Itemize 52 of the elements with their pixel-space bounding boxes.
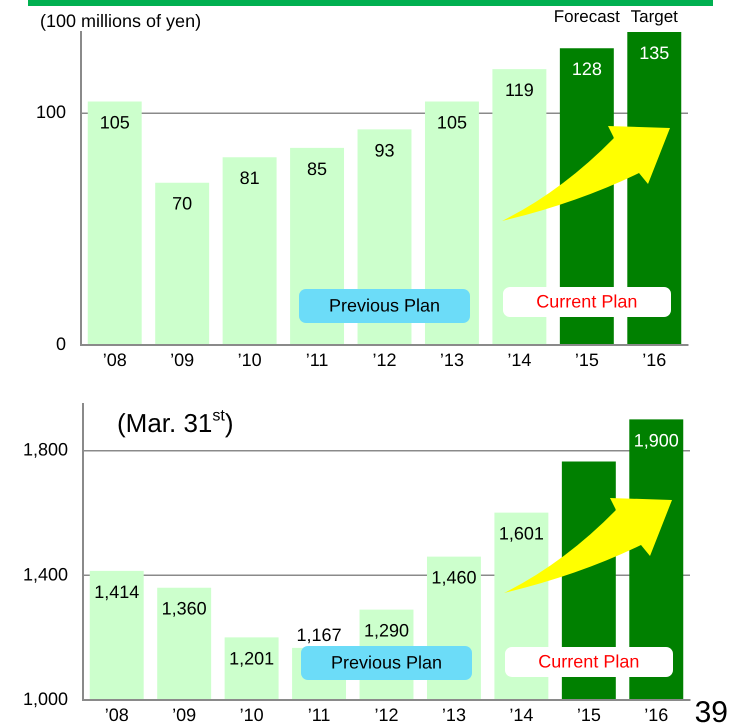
data-label: 1,601 bbox=[498, 524, 544, 544]
x-tick-label: ’12 bbox=[372, 350, 397, 370]
y-tick-label: 0 bbox=[56, 334, 66, 354]
text: Forecast bbox=[554, 7, 620, 27]
x-tick-label: ’15 bbox=[574, 350, 599, 370]
x-tick-label: ’14 bbox=[507, 350, 532, 370]
bar bbox=[222, 157, 277, 344]
annotation: Current Plan bbox=[538, 652, 640, 672]
y-tick-label: 100 bbox=[36, 102, 66, 122]
x-tick-label: ’10 bbox=[240, 704, 264, 725]
data-label: 105 bbox=[100, 112, 130, 133]
x-tick-label: ’15 bbox=[576, 704, 601, 725]
data-label: 1,360 bbox=[162, 598, 207, 619]
y-axis-title: (100 millions of yen) bbox=[40, 11, 202, 32]
chart-title: (Mar. 31$^{st}$) bbox=[117, 406, 234, 439]
x-tick-label: ’10 bbox=[238, 350, 262, 370]
data-label: 81 bbox=[240, 168, 260, 188]
annotation: Previous Plan bbox=[328, 296, 440, 316]
x-tick-label: ’08 bbox=[104, 704, 129, 725]
bar bbox=[88, 102, 142, 344]
y-tick-label: 1,000 bbox=[22, 688, 68, 709]
data-label: 128 bbox=[572, 59, 602, 80]
text: 39 bbox=[694, 696, 728, 727]
bar bbox=[155, 182, 210, 344]
x-tick-label: ’16 bbox=[642, 350, 666, 370]
text: Target bbox=[630, 7, 678, 27]
y-tick-label: 1,400 bbox=[22, 564, 68, 584]
data-label: 1,290 bbox=[364, 620, 410, 641]
x-tick-label: ’09 bbox=[170, 350, 194, 370]
annotation: Previous Plan bbox=[330, 652, 442, 674]
data-label: 105 bbox=[436, 112, 467, 133]
y-tick-label: 1,800 bbox=[22, 440, 68, 460]
data-label: 135 bbox=[639, 42, 670, 63]
x-tick-label: ’09 bbox=[172, 704, 196, 725]
data-label: 1,414 bbox=[94, 582, 140, 602]
x-tick-label: ’14 bbox=[509, 704, 534, 725]
data-label: 85 bbox=[307, 158, 328, 179]
data-label: 1,201 bbox=[229, 648, 274, 668]
x-tick-label: ’11 bbox=[308, 704, 330, 725]
x-tick-label: ’13 bbox=[442, 704, 466, 725]
x-tick-label: ’11 bbox=[306, 350, 328, 370]
data-label: 1,900 bbox=[634, 430, 679, 450]
x-tick-label: ’16 bbox=[644, 704, 668, 725]
data-label: 1,460 bbox=[431, 568, 476, 588]
data-label: 93 bbox=[374, 140, 395, 160]
data-label: 119 bbox=[505, 80, 534, 100]
x-tick-label: ’08 bbox=[102, 350, 127, 370]
annotation: Current Plan bbox=[536, 292, 638, 312]
x-tick-label: ’12 bbox=[374, 704, 399, 725]
data-label: 1,167 bbox=[296, 624, 342, 645]
data-label: 70 bbox=[172, 194, 192, 214]
x-tick-label: ’13 bbox=[440, 350, 464, 370]
